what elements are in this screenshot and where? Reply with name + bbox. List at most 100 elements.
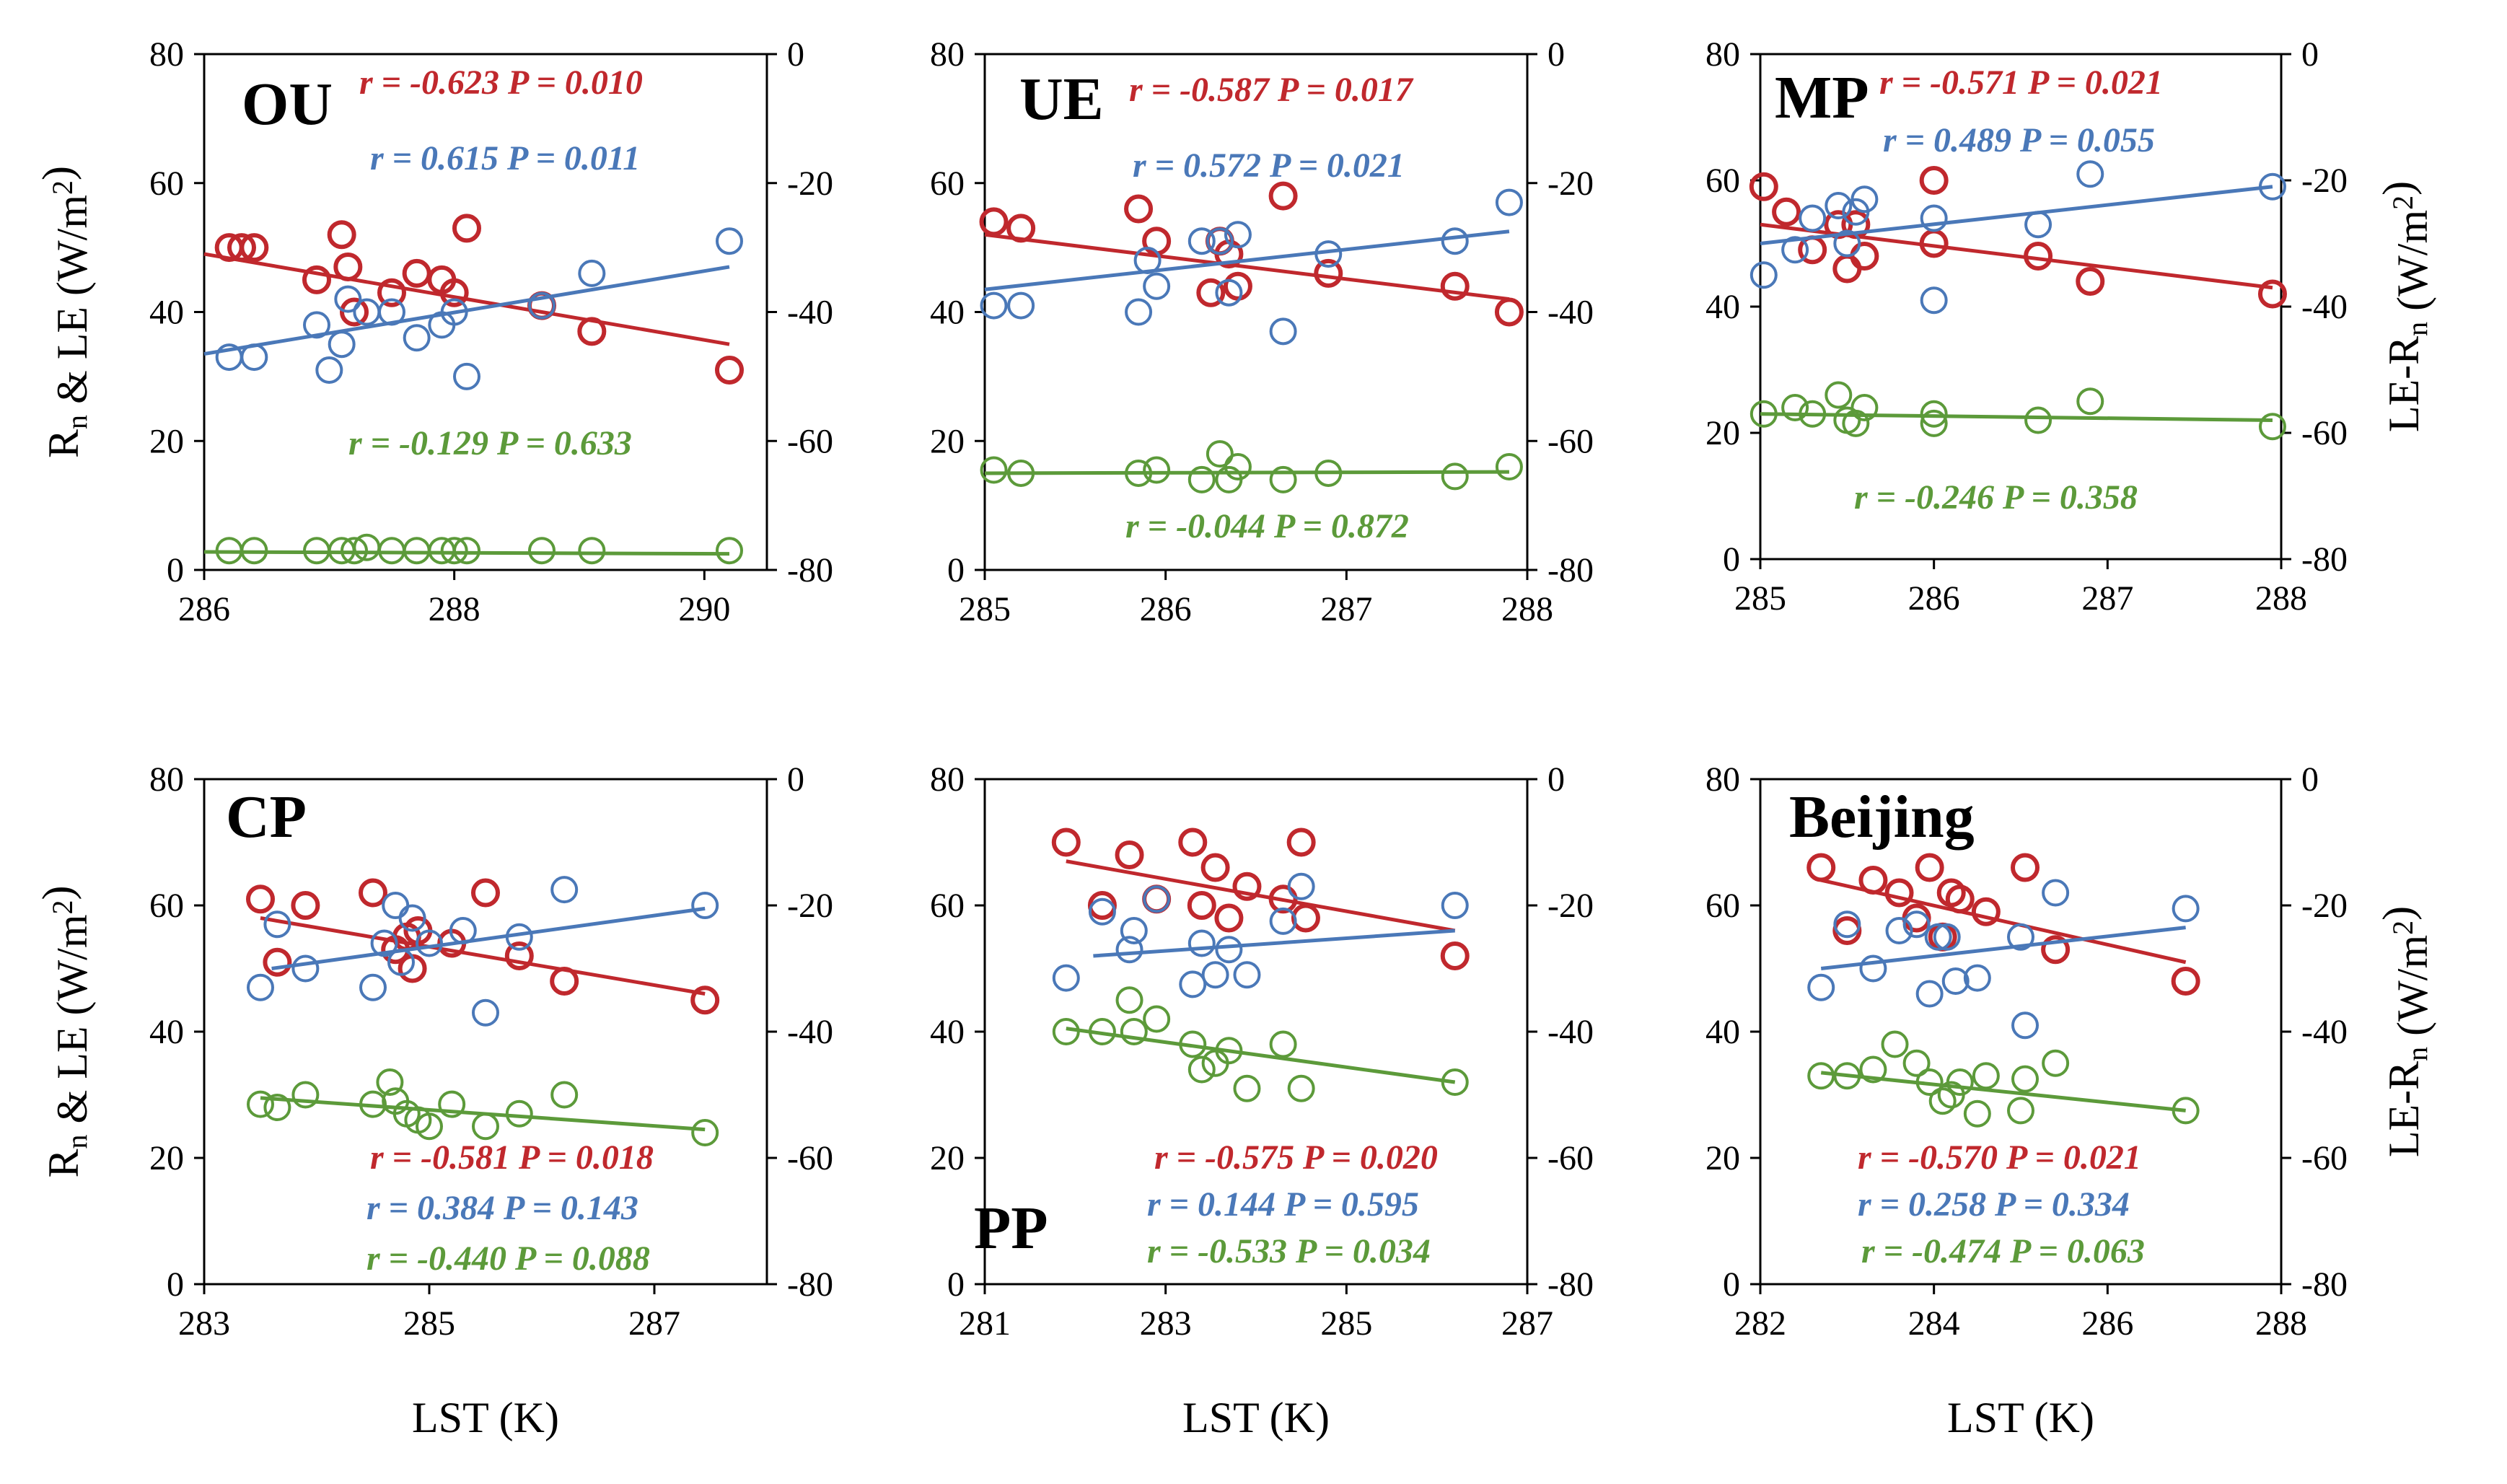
point-le-rn (359, 878, 387, 908)
fit-line-le (984, 470, 1509, 475)
y2-tick-label: 0 (1547, 35, 1565, 74)
point-le (1052, 1018, 1080, 1045)
x-tick-label: 285 (959, 590, 1011, 628)
y2-axis-title: LE-Rn (W/m2) (2374, 906, 2436, 1157)
point-le (440, 537, 468, 565)
stats-annotation-le: r = -0.129 P = 0.633 (348, 424, 632, 462)
x-axis-title: LST (K) (412, 1394, 559, 1441)
x-tick-label: 287 (628, 1304, 680, 1343)
y2-tick-label: 0 (787, 35, 804, 74)
point-rn (1187, 227, 1216, 255)
y2-tick-label: -20 (1547, 164, 1594, 203)
point-le-rn (1884, 878, 1914, 908)
x-axis-title: LST (K) (1947, 1394, 2094, 1441)
y-tick-label: 40 (930, 1013, 965, 1051)
point-le (1224, 453, 1252, 480)
fit-line-le-rn (1820, 878, 2187, 965)
x-axis-title: LST (K) (1182, 1394, 1330, 1441)
x-tick-label: 287 (1501, 1304, 1553, 1343)
point-le-rn (1200, 853, 1230, 882)
y-tick-label: 60 (930, 887, 965, 925)
point-le-rn (1291, 903, 1320, 933)
point-le (1946, 1068, 1974, 1096)
fit-line-le-rn (984, 232, 1510, 302)
panel-title: MP (1775, 64, 1869, 131)
point-le-rn (1214, 903, 1244, 933)
point-le-rn (550, 967, 579, 996)
y2-tick-label: -40 (2301, 288, 2348, 326)
point-rn (1201, 961, 1229, 989)
stats-annotation-rn: r = 0.384 P = 0.143 (366, 1189, 638, 1227)
stats-annotation-le: r = -0.533 P = 0.034 (1147, 1232, 1431, 1270)
point-le (1269, 1030, 1297, 1058)
y-tick-label: 40 (1705, 1013, 1740, 1051)
y2-tick-label: 0 (787, 760, 804, 799)
point-le-rn (1124, 194, 1154, 224)
y2-tick-label: -80 (1547, 1265, 1594, 1304)
point-le (1963, 1099, 1991, 1128)
point-rn (1052, 964, 1080, 992)
fit-line-le (1820, 1071, 2186, 1112)
y-tick-label: 0 (167, 1265, 184, 1304)
point-rn (1495, 188, 1523, 216)
y-tick-label: 80 (149, 35, 184, 74)
point-le (980, 456, 1008, 484)
point-le (1179, 1030, 1207, 1058)
x-tick-label: 283 (1140, 1304, 1192, 1343)
point-le (1287, 1074, 1315, 1102)
x-tick-label: 285 (403, 1304, 455, 1343)
fit-line-rn (1093, 928, 1455, 958)
point-le (1859, 1055, 1887, 1084)
point-rn (440, 298, 468, 326)
panel-title: UE (1019, 66, 1104, 133)
point-le (1314, 459, 1343, 487)
y2-axis-title: LE-Rn (W/m2) (2374, 181, 2436, 432)
point-le-rn (452, 214, 481, 243)
stats-annotation-le-rn: r = -0.570 P = 0.021 (1858, 1138, 2141, 1177)
point-rn (1902, 910, 1931, 939)
point-le-rn (1178, 827, 1208, 857)
point-rn (1215, 936, 1243, 964)
panel-title: CP (226, 783, 307, 851)
x-tick-label: 282 (1734, 1304, 1786, 1343)
point-rn (1287, 872, 1315, 900)
point-le (691, 1119, 719, 1146)
y-tick-label: 20 (930, 1139, 965, 1177)
y-tick-label: 80 (930, 35, 965, 74)
point-rn (1859, 954, 1887, 983)
stats-annotation-rn: r = 0.489 P = 0.055 (1883, 121, 2155, 159)
point-le (1881, 1030, 1909, 1058)
stats-annotation-rn: r = 0.615 P = 0.011 (370, 139, 640, 177)
point-le (1088, 1018, 1116, 1045)
point-rn (1233, 961, 1261, 989)
point-le-rn (1971, 897, 2001, 926)
y2-tick-label: -60 (787, 1139, 833, 1177)
stats-annotation-rn: r = 0.144 P = 0.595 (1147, 1185, 1419, 1224)
point-le-rn (1286, 827, 1316, 857)
point-le-rn (1223, 271, 1252, 301)
point-le (2024, 406, 2052, 434)
x-tick-label: 283 (178, 1304, 230, 1343)
point-le-rn (2041, 935, 2071, 965)
y-tick-label: 60 (1705, 162, 1740, 200)
y-tick-label: 60 (149, 164, 184, 203)
point-rn (1143, 885, 1171, 913)
point-le-rn (333, 252, 363, 281)
y-tick-label: 40 (930, 294, 965, 332)
point-le-rn (471, 878, 500, 908)
stats-annotation-le: r = -0.474 P = 0.063 (1861, 1232, 2145, 1270)
point-rn (1215, 278, 1243, 307)
point-le (2042, 1049, 2070, 1077)
stats-annotation-le-rn: r = -0.575 P = 0.020 (1154, 1138, 1438, 1177)
y-axis-title: Rn & LE (W/m2) (34, 886, 96, 1178)
stats-annotation-le-rn: r = -0.581 P = 0.018 (370, 1138, 654, 1177)
point-le-rn (1006, 214, 1036, 243)
y2-tick-label: -60 (1547, 1139, 1594, 1177)
y-tick-label: 60 (930, 164, 965, 203)
stats-annotation-le-rn: r = -0.571 P = 0.021 (1879, 63, 2163, 102)
point-le (263, 1094, 291, 1121)
